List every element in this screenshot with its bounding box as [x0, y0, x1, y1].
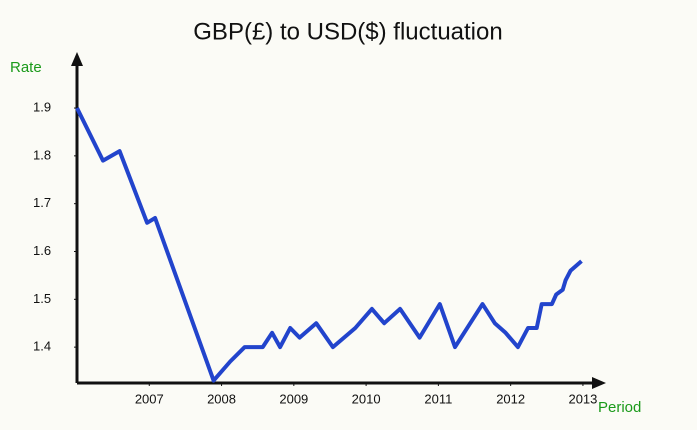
- chart-title: GBP(£) to USD($) fluctuation: [193, 18, 502, 45]
- y-tick-label: 1.6: [33, 243, 51, 258]
- x-tick-label: 2011: [424, 391, 452, 406]
- y-tick-label: 1.8: [33, 147, 51, 162]
- x-tick-label: 2013: [568, 391, 597, 406]
- y-tick-label: 1.5: [33, 291, 51, 306]
- x-axis-label: Period: [598, 399, 641, 416]
- y-axis-arrow: [71, 52, 83, 66]
- x-tick-label: 2008: [207, 391, 236, 406]
- x-tick-label: 2010: [352, 391, 381, 406]
- x-tick-label: 2009: [279, 391, 308, 406]
- y-axis-label: Rate: [10, 59, 42, 76]
- x-tick-label: 2012: [496, 391, 525, 406]
- y-tick-label: 1.9: [33, 99, 51, 114]
- y-tick-label: 1.7: [33, 195, 51, 210]
- x-axis-arrow: [592, 377, 606, 389]
- x-tick-label: 2007: [135, 391, 164, 406]
- y-tick-label: 1.4: [33, 339, 51, 354]
- data-line: [75, 107, 583, 383]
